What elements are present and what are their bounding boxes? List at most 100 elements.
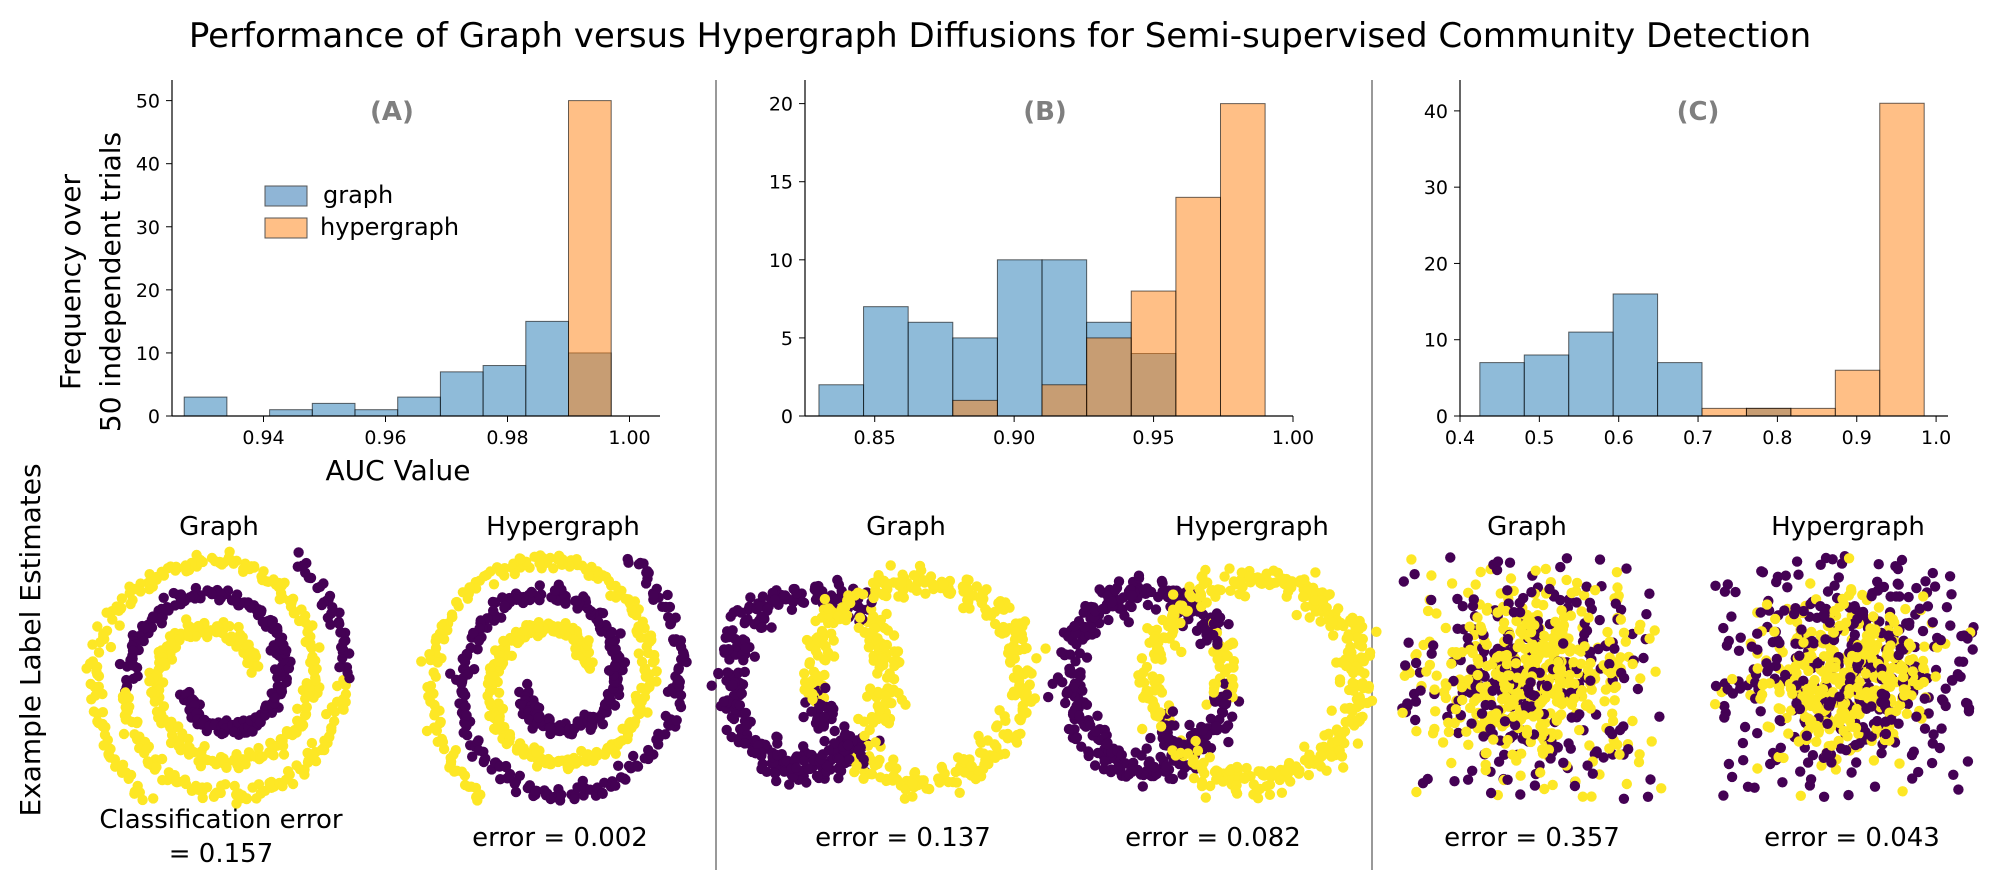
point-class-b [1151,643,1163,654]
point-class-b [1512,672,1523,683]
point-class-a [1775,742,1787,753]
point-class-a [750,748,761,759]
y-tick-label: 40 [1424,101,1448,123]
point-class-a [879,713,890,724]
point-class-a [341,662,353,673]
point-class-b [875,772,886,783]
point-class-a [1491,708,1502,719]
point-class-a [1646,736,1657,747]
point-class-a [1397,707,1408,718]
point-class-a [1223,736,1234,748]
point-class-b [939,768,950,779]
point-class-a [1730,586,1741,598]
point-class-b [1761,599,1773,610]
legend-label-graph: graph [323,181,393,209]
point-class-b [1359,668,1370,679]
point-class-a [1908,746,1920,757]
point-class-a [264,777,275,789]
point-class-b [1545,753,1556,764]
point-class-a [1099,756,1110,767]
point-class-b [798,711,809,723]
point-class-a [1612,582,1623,593]
point-class-b [437,736,449,748]
point-class-a [728,713,740,725]
bar-hypergraph-1 [1041,384,1088,417]
point-class-b [98,740,109,751]
point-class-b [1297,591,1309,603]
point-class-a [1893,649,1904,661]
point-class-a [790,762,802,773]
point-class-a [1525,616,1536,627]
point-class-a [577,775,588,787]
point-class-a [509,778,520,789]
point-class-b [301,701,312,713]
point-class-a [1922,601,1934,612]
point-class-b [1830,662,1841,673]
x-tick-label: 0.7 [1683,427,1713,449]
point-class-a [1116,749,1128,761]
y-tick-label: 5 [781,328,793,350]
point-class-a [734,700,746,711]
point-class-a [1142,599,1154,611]
point-class-b [144,676,155,687]
point-class-b [1224,563,1235,574]
point-class-a [1955,671,1966,682]
point-class-a [1923,708,1934,719]
point-class-b [1818,651,1830,662]
point-class-b [858,754,869,765]
panel-b-hypergraph-error: error = 0.082 [1125,823,1301,853]
point-class-a [118,728,130,740]
point-class-b [191,549,202,561]
point-class-b [1133,670,1144,681]
point-class-b [1851,703,1863,715]
point-class-a [798,741,809,752]
point-class-a [677,647,689,658]
point-class-a [1525,627,1537,638]
point-class-b [146,574,157,585]
point-class-a [1614,724,1626,736]
point-class-b [1176,646,1187,658]
point-class-a [1450,704,1462,715]
point-class-b [277,592,288,604]
point-class-b [1285,776,1296,787]
point-class-b [1574,724,1585,736]
point-class-b [1332,735,1343,746]
point-class-a [1518,710,1529,721]
point-class-a [1833,572,1845,583]
point-class-b [1211,767,1222,779]
point-class-a [1818,609,1830,620]
point-class-a [1462,774,1474,785]
x-tick-label: 0.8 [1762,427,1792,449]
point-class-b [1011,737,1023,748]
point-class-b [1225,585,1236,596]
point-class-b [1605,668,1617,679]
point-class-b [1511,755,1522,766]
point-class-b [799,676,811,688]
point-class-b [981,584,992,595]
point-class-b [853,744,864,756]
x-tick-label: 0.95 [1132,427,1174,449]
bar-graph-0 [818,384,865,417]
point-class-a [866,714,878,725]
point-class-b [1783,728,1794,739]
point-class-a [1815,601,1826,612]
point-class-a [1594,614,1605,626]
point-class-a [1540,563,1552,575]
point-class-b [1884,611,1896,623]
point-class-b [490,724,501,735]
point-class-a [1530,565,1541,576]
point-class-b [1898,671,1909,683]
point-class-a [875,614,887,626]
point-class-a [770,768,781,779]
point-class-b [1571,597,1582,608]
panel-a-hypergraph-error: error = 0.002 [472,823,648,853]
point-class-b [544,758,556,770]
point-class-b [116,593,128,604]
point-class-b [1356,641,1368,652]
point-class-a [660,601,671,613]
point-class-b [175,734,186,745]
point-class-a [1953,784,1964,795]
point-class-a [772,749,783,761]
point-class-a [877,653,888,664]
point-class-a [1849,601,1860,612]
